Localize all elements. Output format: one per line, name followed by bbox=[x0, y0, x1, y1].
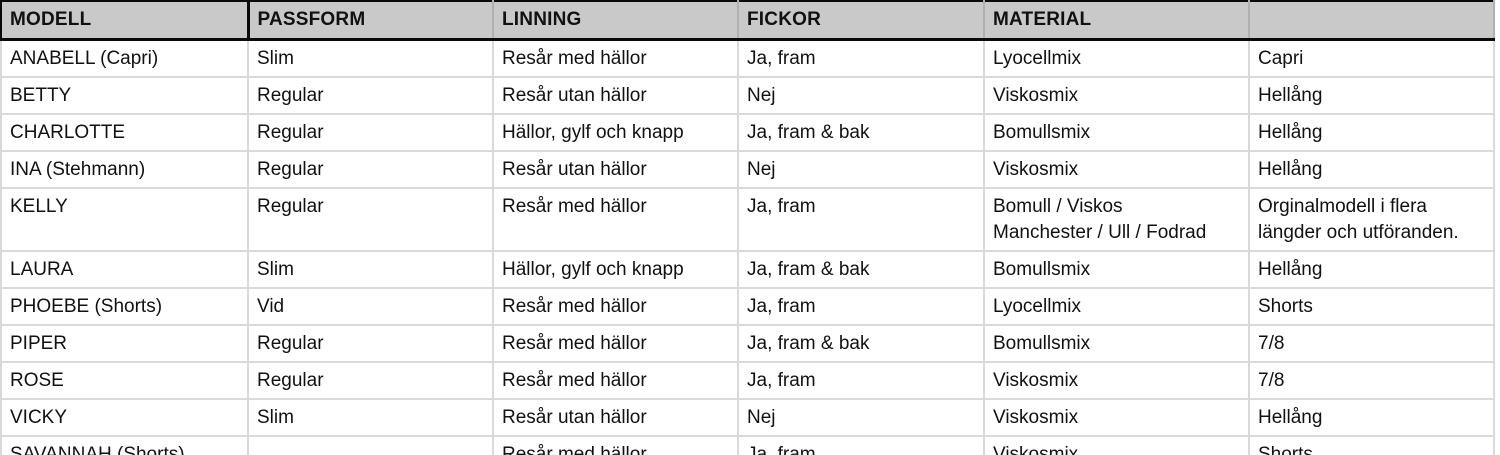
cell-material: Bomull / Viskos Manchester / Ull / Fodra… bbox=[984, 187, 1250, 252]
cell-fickor: Nej bbox=[738, 150, 985, 189]
cell-linning: Resår utan hällor bbox=[493, 398, 739, 437]
cell-material: Bomullsmix bbox=[984, 113, 1250, 152]
cell-fickor: Ja, fram bbox=[738, 187, 985, 252]
cell-model: CHARLOTTE bbox=[0, 113, 249, 152]
cell-model: KELLY bbox=[0, 187, 249, 252]
cell-passform: Regular bbox=[248, 113, 494, 152]
column-header-blank bbox=[1249, 0, 1495, 41]
table-row: ANABELL (Capri) Slim Resår med hällor Ja, f… bbox=[0, 39, 1495, 78]
table-row: ROSE Regular Resår med hällor Ja, fram Visko… bbox=[0, 361, 1495, 400]
cell-fickor: Ja, fram bbox=[738, 287, 985, 326]
cell-model: ROSE bbox=[0, 361, 249, 400]
cell-model: VICKY bbox=[0, 398, 249, 437]
cell-model: INA (Stehmann) bbox=[0, 150, 249, 189]
cell-notes: 7/8 bbox=[1249, 324, 1495, 363]
header-row: MODELL PASSFORM LINNING FICKOR MATERIAL bbox=[0, 0, 1495, 41]
cell-model: PHOEBE (Shorts) bbox=[0, 287, 249, 326]
column-header-fickor: FICKOR bbox=[738, 0, 985, 41]
table-row: BETTY Regular Resår utan hällor Nej Viskosmi… bbox=[0, 76, 1495, 115]
cell-linning: Resår med hällor bbox=[493, 39, 739, 78]
cell-material: Viskosmix bbox=[984, 361, 1250, 400]
cell-passform: Slim bbox=[248, 250, 494, 289]
cell-passform bbox=[248, 435, 494, 455]
cell-passform: Slim bbox=[248, 398, 494, 437]
cell-passform: Vid bbox=[248, 287, 494, 326]
cell-model: BETTY bbox=[0, 76, 249, 115]
cell-linning: Resår utan hällor bbox=[493, 76, 739, 115]
cell-model: LAURA bbox=[0, 250, 249, 289]
cell-fickor: Ja, fram & bak bbox=[738, 113, 985, 152]
table-body: ANABELL (Capri) Slim Resår med hällor Ja, f… bbox=[0, 39, 1495, 455]
cell-passform: Regular bbox=[248, 150, 494, 189]
cell-linning: Resår med hällor bbox=[493, 361, 739, 400]
cell-notes: 7/8 bbox=[1249, 361, 1495, 400]
cell-notes: Hellång bbox=[1249, 150, 1495, 189]
column-header-passform: PASSFORM bbox=[248, 0, 494, 41]
cell-material: Viskosmix bbox=[984, 76, 1250, 115]
cell-fickor: Ja, fram bbox=[738, 361, 985, 400]
cell-fickor: Nej bbox=[738, 398, 985, 437]
cell-material: Bomullsmix bbox=[984, 324, 1250, 363]
cell-material: Lyocellmix bbox=[984, 39, 1250, 78]
column-header-modell: MODELL bbox=[0, 0, 250, 41]
cell-model: ANABELL (Capri) bbox=[0, 39, 249, 78]
cell-material: Viskosmix bbox=[984, 150, 1250, 189]
cell-model: SAVANNAH (Shorts) bbox=[0, 435, 249, 455]
cell-notes: Hellång bbox=[1249, 113, 1495, 152]
cell-fickor: Ja, fram bbox=[738, 39, 985, 78]
cell-notes: Hellång bbox=[1249, 250, 1495, 289]
cell-material: Viskosmix bbox=[984, 398, 1250, 437]
column-header-linning: LINNING bbox=[493, 0, 739, 41]
cell-linning: Resår med hällor bbox=[493, 287, 739, 326]
cell-notes: Hellång bbox=[1249, 76, 1495, 115]
cell-passform: Regular bbox=[248, 361, 494, 400]
cell-fickor: Ja, fram & bak bbox=[738, 250, 985, 289]
cell-linning: Hällor, gylf och knapp bbox=[493, 250, 739, 289]
cell-fickor: Ja, fram bbox=[738, 435, 985, 455]
cell-passform: Regular bbox=[248, 76, 494, 115]
table-row: VICKY Slim Resår utan hällor Nej Viskosmix He… bbox=[0, 398, 1495, 437]
cell-notes: Shorts bbox=[1249, 287, 1495, 326]
cell-notes: Hellång bbox=[1249, 398, 1495, 437]
cell-linning: Resår med hällor bbox=[493, 187, 739, 252]
cell-linning: Resår utan hällor bbox=[493, 150, 739, 189]
cell-material: Lyocellmix bbox=[984, 287, 1250, 326]
cell-passform: Regular bbox=[248, 324, 494, 363]
table-row: KELLY Regular Resår med hällor Ja, fram Bomu… bbox=[0, 187, 1495, 252]
cell-notes: Capri bbox=[1249, 39, 1495, 78]
table-row: PHOEBE (Shorts) Vid Resår med hällor Ja, fr… bbox=[0, 287, 1495, 326]
cell-model: PIPER bbox=[0, 324, 249, 363]
cell-fickor: Nej bbox=[738, 76, 985, 115]
table-row: PIPER Regular Resår med hällor Ja, fram & b… bbox=[0, 324, 1495, 363]
table-row: LAURA Slim Hällor, gylf och knapp Ja, fram … bbox=[0, 250, 1495, 289]
cell-linning: Resår med hällor bbox=[493, 324, 739, 363]
cell-linning: Hällor, gylf och knapp bbox=[493, 113, 739, 152]
cell-notes: Orginalmodell i flera längder och utföra… bbox=[1249, 187, 1495, 252]
table-row: INA (Stehmann) Regular Resår utan hällor Ne… bbox=[0, 150, 1495, 189]
cell-fickor: Ja, fram & bak bbox=[738, 324, 985, 363]
table-header: MODELL PASSFORM LINNING FICKOR MATERIAL bbox=[0, 0, 1495, 41]
cell-material: Bomullsmix bbox=[984, 250, 1250, 289]
cell-linning: Resår med hällor bbox=[493, 435, 739, 455]
column-header-material: MATERIAL bbox=[984, 0, 1250, 41]
cell-notes: Shorts bbox=[1249, 435, 1495, 455]
cell-passform: Regular bbox=[248, 187, 494, 252]
table-row: CHARLOTTE Regular Hällor, gylf och knapp Ja… bbox=[0, 113, 1495, 152]
table-row: SAVANNAH (Shorts) Resår med hällor Ja, fra… bbox=[0, 435, 1495, 455]
cell-passform: Slim bbox=[248, 39, 494, 78]
cell-material: Viskosmix bbox=[984, 435, 1250, 455]
